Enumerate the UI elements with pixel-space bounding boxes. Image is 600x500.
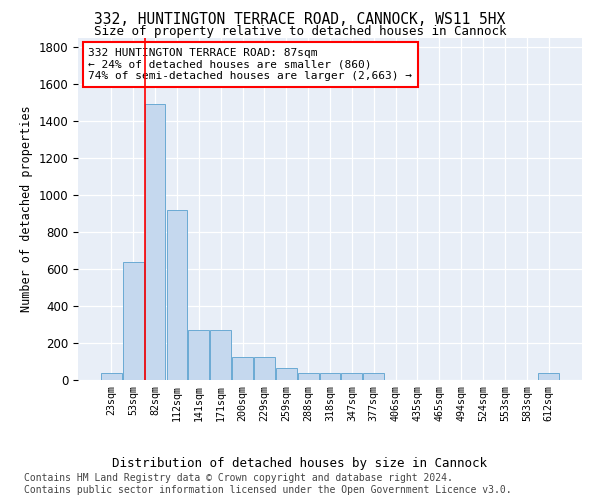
Bar xyxy=(364,372,384,380)
Text: 332, HUNTINGTON TERRACE ROAD, CANNOCK, WS11 5HX: 332, HUNTINGTON TERRACE ROAD, CANNOCK, W… xyxy=(94,12,506,28)
Bar xyxy=(276,368,296,380)
Bar xyxy=(101,372,122,380)
Bar xyxy=(210,330,231,380)
Bar xyxy=(188,330,209,380)
Text: Size of property relative to detached houses in Cannock: Size of property relative to detached ho… xyxy=(94,25,506,38)
Bar xyxy=(538,372,559,380)
Bar xyxy=(167,210,187,380)
Text: 332 HUNTINGTON TERRACE ROAD: 87sqm
← 24% of detached houses are smaller (860)
74: 332 HUNTINGTON TERRACE ROAD: 87sqm ← 24%… xyxy=(88,48,412,81)
Y-axis label: Number of detached properties: Number of detached properties xyxy=(20,106,33,312)
Bar xyxy=(232,357,253,380)
Bar xyxy=(298,372,319,380)
Bar xyxy=(341,372,362,380)
Bar xyxy=(320,372,340,380)
Bar xyxy=(145,104,166,380)
Text: Distribution of detached houses by size in Cannock: Distribution of detached houses by size … xyxy=(113,458,487,470)
Bar xyxy=(254,357,275,380)
Bar xyxy=(123,262,143,380)
Text: Contains HM Land Registry data © Crown copyright and database right 2024.
Contai: Contains HM Land Registry data © Crown c… xyxy=(24,474,512,495)
